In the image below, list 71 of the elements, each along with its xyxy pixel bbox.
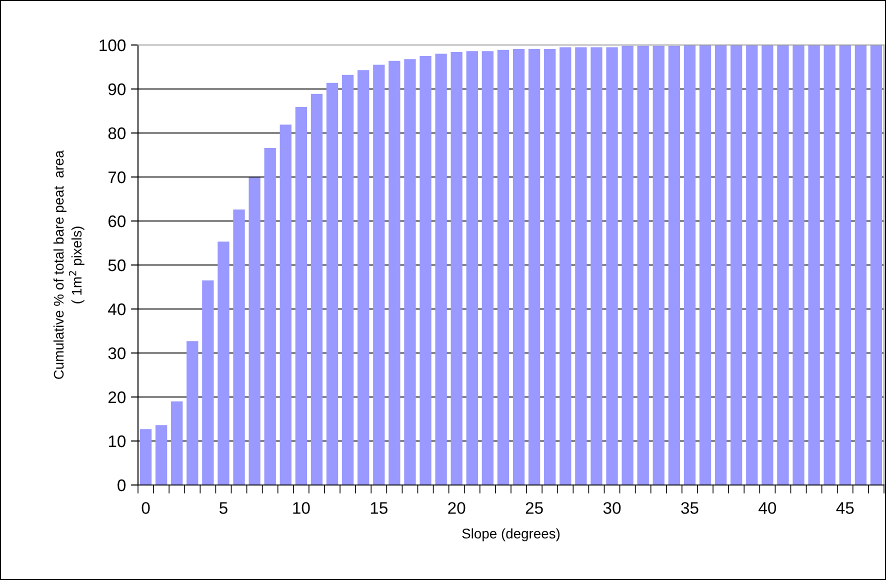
y-tick-label: 0 [118, 479, 126, 492]
bar [824, 45, 836, 485]
bar [155, 425, 168, 485]
bar [202, 280, 214, 485]
bar [606, 47, 618, 485]
y-tick-label: 60 [108, 215, 126, 228]
x-tick-label: 30 [603, 502, 621, 514]
bar [248, 177, 260, 485]
x-tick-label: 10 [293, 502, 310, 514]
y-tick-label: 40 [108, 303, 126, 316]
bar [839, 45, 851, 485]
bar [280, 124, 292, 485]
bar [497, 50, 510, 485]
bar [870, 45, 882, 485]
x-tick-label: 5 [220, 502, 228, 514]
bar [730, 45, 742, 485]
x-tick-label: 40 [758, 502, 776, 514]
bar [762, 45, 774, 485]
bar [233, 210, 245, 485]
bar [466, 51, 478, 485]
bar [684, 45, 696, 485]
x-tick-label: 15 [370, 502, 388, 514]
y-tick-label: 90 [108, 83, 126, 96]
x-tick-label: 20 [448, 502, 466, 514]
bar [512, 48, 525, 485]
bar [792, 45, 804, 485]
y-tick-label: 80 [108, 127, 126, 140]
bar [450, 52, 462, 485]
bar [358, 70, 370, 485]
bar [528, 48, 540, 485]
bar [808, 45, 820, 485]
y-tick-label: 20 [108, 391, 126, 404]
bar [404, 59, 416, 485]
bar [652, 46, 664, 485]
bar [310, 94, 323, 485]
bar [668, 46, 680, 485]
y-tick-label: 10 [108, 435, 126, 448]
bar [186, 341, 198, 485]
bar [218, 242, 230, 485]
bar [544, 48, 556, 485]
x-tick-label: 45 [836, 502, 854, 514]
y-tick-label: 100 [100, 39, 126, 52]
bar [746, 45, 758, 485]
bar [264, 148, 276, 485]
y-tick-label: 70 [108, 171, 126, 184]
bar [714, 45, 727, 485]
x-tick-label: 35 [681, 502, 698, 514]
bar [482, 51, 494, 485]
bar [342, 74, 354, 485]
x-axis-title: Slope (degrees) [462, 528, 560, 542]
x-tick-label: 0 [142, 502, 150, 514]
bar [854, 45, 867, 485]
bar [326, 82, 338, 485]
y-tick-label: 50 [108, 259, 126, 272]
bar [420, 56, 432, 485]
bar [388, 60, 400, 485]
x-tick-label: 25 [526, 502, 543, 514]
y-axis-title: Cumulative % of total bare peat area ( 1m$^{2}$ pixels) [53, 150, 84, 379]
bar [171, 401, 183, 485]
bar [699, 45, 712, 485]
bar [295, 107, 308, 485]
bar [622, 46, 634, 485]
bar [590, 47, 602, 485]
y-tick-label: 30 [108, 347, 126, 360]
bar [637, 46, 649, 485]
bar [777, 45, 789, 485]
bar [140, 429, 152, 485]
bar [560, 47, 572, 485]
bar [435, 54, 447, 485]
bar [373, 64, 385, 485]
bar [575, 47, 587, 485]
